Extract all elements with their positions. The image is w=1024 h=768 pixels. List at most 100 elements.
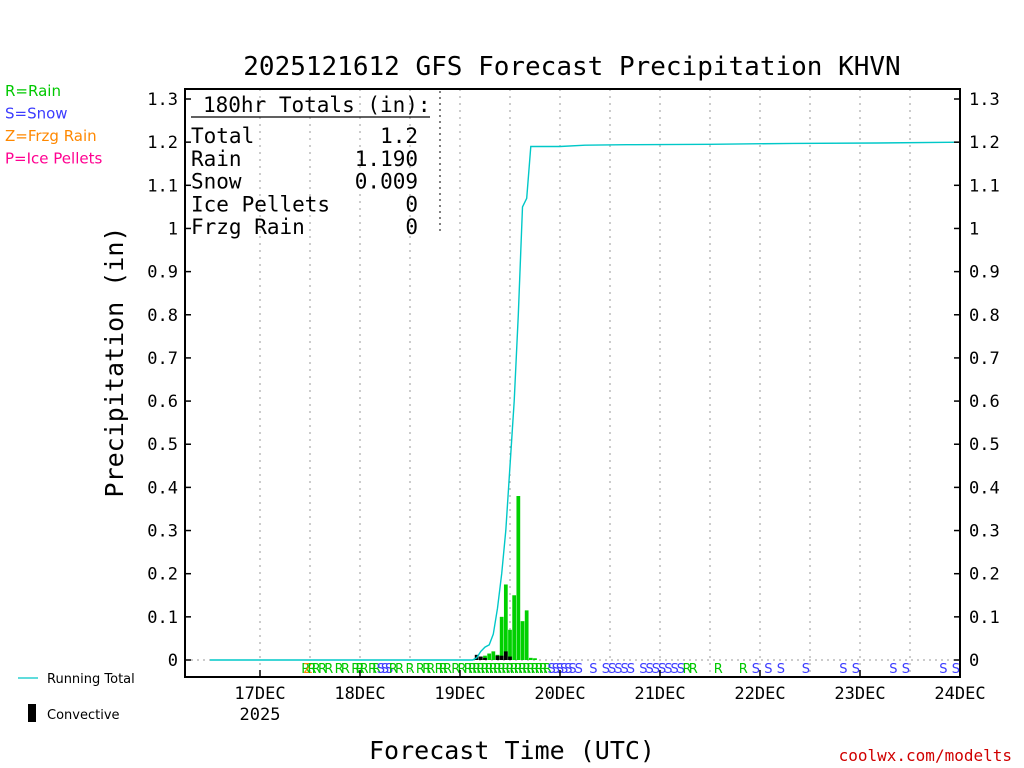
ptype-marker: R [522,662,531,677]
ptype-marker: S [602,662,610,677]
ptype-marker: R [472,662,481,677]
ptype-marker: S [548,662,556,677]
ptype-marker: S [381,662,389,677]
y-tick-label-left: 0 [168,651,178,671]
ptype-marker: R [318,662,327,677]
y-tick-label-left: 0.2 [147,565,178,585]
ptype-marker: R [518,662,527,677]
rain-bar [520,621,525,660]
ptype-marker: R [501,662,510,677]
x-tick-label: 19DEC [434,684,485,704]
ptype-legend: R=Rain S=Snow Z=Frzg Rain P=Ice Pellets [5,82,102,168]
ptype-marker: S [939,662,947,677]
ptype-marker: S [839,662,847,677]
ptype-marker: R [426,662,435,677]
ptype-marker: S [385,662,393,677]
ptype-marker: S [568,662,576,677]
ptype-marker: R [530,662,539,677]
ptype-marker: S [589,662,597,677]
ptype-marker: S [752,662,760,677]
x-tick-label: 24DEC [934,684,985,704]
totals-label: Snow [191,170,242,194]
convective-legend-label: Convective [47,708,120,723]
rain-bar [512,595,517,660]
y-tick-label-left: 0.9 [147,263,178,283]
ptype-marker: R [543,662,552,677]
x-tick-label: 20DEC [534,684,585,704]
ptype-marker: S [560,662,568,677]
ptype-marker: S [902,662,910,677]
ptype-legend-item: P=Ice Pellets [5,150,102,168]
running-total-series [210,141,961,661]
y-tick-label-right: 0.9 [969,263,1000,283]
rain-bar [533,658,537,660]
totals-value: 0 [405,192,418,216]
totals-label: Ice Pellets [191,192,330,216]
ptype-marker: S [670,662,678,677]
ptype-marker: S [677,662,685,677]
ptype-marker: R [493,662,502,677]
ptype-marker: R [360,662,369,677]
ptype-marker: S [764,662,772,677]
ptype-legend-item: Z=Frzg Rain [5,127,97,145]
totals-value: 1.190 [355,147,418,171]
ptype-marker: S [664,662,672,677]
convective-bar [499,655,504,660]
rain-bar [499,616,504,660]
ptype-marker: R [489,662,498,677]
ptype-marker: R [714,662,723,677]
y-tick-label-right: 0.4 [969,478,1000,498]
ptype-marker: R [308,662,317,677]
ptype-marker: S [952,662,960,677]
plot-frame [184,88,961,678]
y-tick-label-left: 1.3 [147,90,178,110]
y-tick-label-left: 0.4 [147,478,178,498]
ptype-marker: R [526,662,535,677]
ptype-marker: R [341,662,350,677]
ptype-marker: R [539,662,548,677]
convective-legend-swatch [28,704,36,722]
rain-bar [491,651,496,660]
running-total-line [210,141,961,661]
totals-box: 180hr Totals (in): Total 1.2 Rain 1.190 Snow 0… [191,91,441,239]
ptype-marker: S [608,662,616,677]
y-tick-label-left: 0.5 [147,435,178,455]
totals-label: Rain [191,147,242,171]
ptype-marker: S [639,662,647,677]
x-axis-label: Forecast Time (UTC) [369,736,655,765]
convective-bar [508,656,512,660]
totals-value: 0.009 [355,170,418,194]
ptype-marker: R [312,662,321,677]
y-tick-label-right: 0.2 [969,565,1000,585]
credit-text: coolwx.com/modelts [839,746,1012,765]
grid-lines [185,89,960,677]
axes: 0 00.1 0.10.2 0.20.3 0.30.4 0.40.5 0.50.6 0.60.… [147,88,1000,725]
ptype-marker: R [335,662,344,677]
rain-bar [524,610,529,660]
ptype-marker: R [324,662,333,677]
convective-bar [483,657,487,660]
y-tick-label-right: 1 [969,219,979,239]
rain-bar [487,653,492,660]
ptype-marker: S [852,662,860,677]
y-tick-label-right: 0.1 [969,608,1000,628]
y-tick-label-right: 1.2 [969,133,1000,153]
y-tick-label-left: 0.3 [147,522,178,542]
ptype-marker: R [443,662,452,677]
ptype-marker: Z [303,662,312,677]
ptype-marker: S [614,662,622,677]
ptype-marker: R [351,662,360,677]
ptype-marker: S [575,662,583,677]
totals-header: 180hr Totals (in): [203,93,431,117]
ptype-marker: R [535,662,544,677]
totals-value: 0 [405,215,418,239]
convective-bar [495,655,500,660]
ptype-marker: R [683,662,692,677]
totals-label: Total [191,124,254,148]
y-tick-label-right: 0.5 [969,435,1000,455]
ptype-marker: R [416,662,425,677]
ptype-marker: R [497,662,506,677]
y-tick-label-left: 0.8 [147,306,178,326]
ptype-marker: R [435,662,444,677]
